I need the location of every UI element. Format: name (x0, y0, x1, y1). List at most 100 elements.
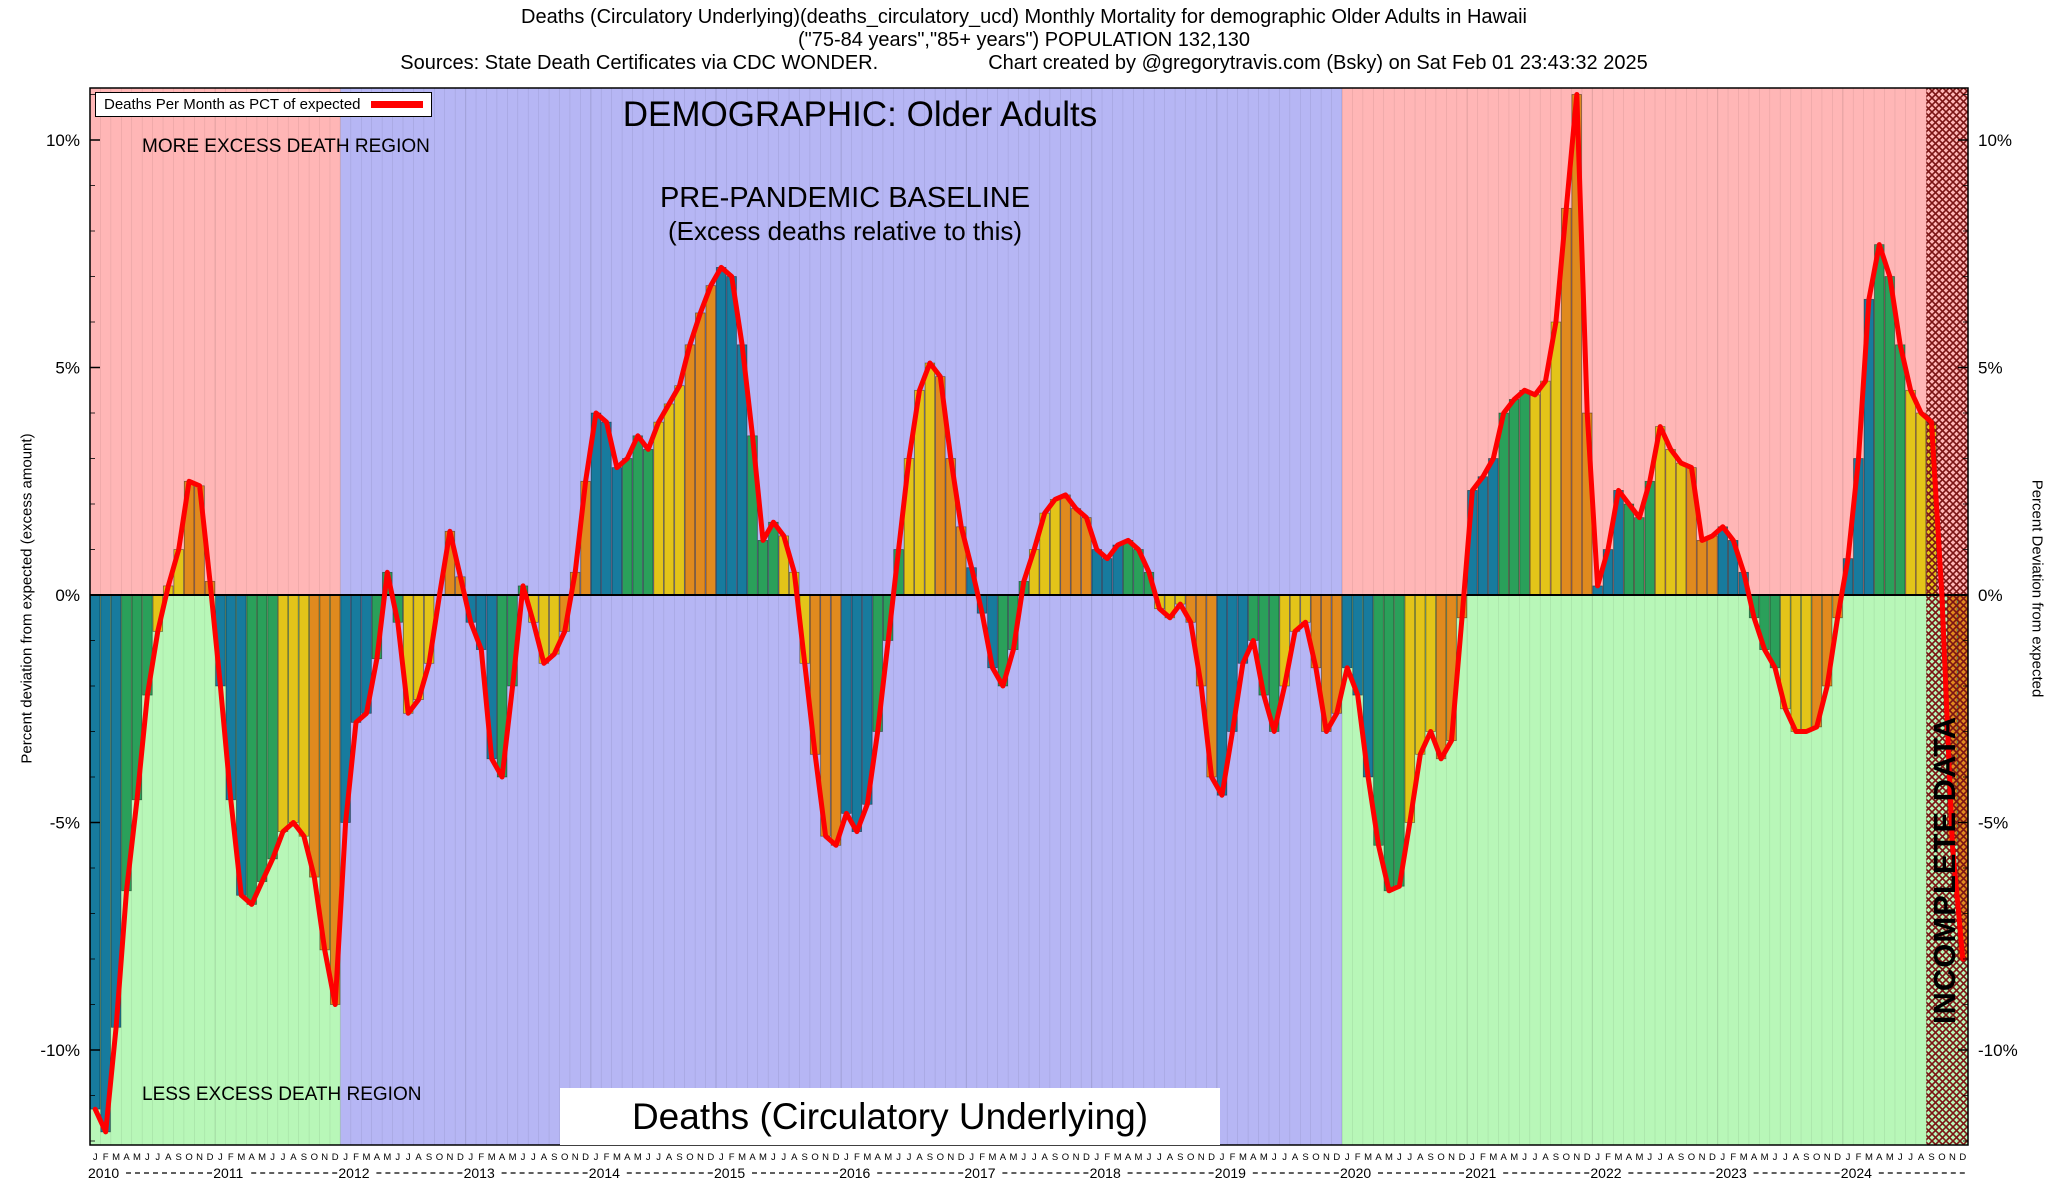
month-letter: J (896, 1152, 901, 1163)
month-letter: M (133, 1152, 141, 1163)
month-letter: A (1417, 1152, 1424, 1163)
month-letter: A (1668, 1152, 1675, 1163)
month-letter: A (1876, 1152, 1883, 1163)
month-letter: M (1886, 1152, 1894, 1163)
month-letter: J (646, 1152, 651, 1163)
month-letter: S (301, 1152, 307, 1163)
month-letter: M (258, 1152, 266, 1163)
month-bar (1540, 380, 1551, 596)
month-letter: O (1688, 1152, 1695, 1163)
month-bar (1394, 594, 1405, 887)
month-letter: N (822, 1152, 829, 1163)
month-letter: M (1135, 1152, 1143, 1163)
month-letter: J (1522, 1152, 1527, 1163)
legend-label: Deaths Per Month as PCT of expected (104, 96, 361, 113)
month-letter: J (1908, 1152, 1913, 1163)
month-letter: D (207, 1152, 214, 1163)
month-bar (1383, 594, 1395, 892)
month-letter: O (1312, 1152, 1319, 1163)
month-bar (1905, 389, 1916, 596)
month-letter: M (1615, 1152, 1623, 1163)
month-letter: J (1147, 1152, 1152, 1163)
month-letter: M (363, 1152, 371, 1163)
year-label: 2012 (338, 1165, 369, 1181)
month-letter: M (1364, 1152, 1372, 1163)
month-bar (319, 594, 330, 951)
month-letter: D (1709, 1152, 1716, 1163)
month-letter: N (1699, 1152, 1706, 1163)
month-letter: F (228, 1152, 234, 1163)
month-letter: J (907, 1152, 912, 1163)
month-letter: M (1635, 1152, 1643, 1163)
month-letter: F (1355, 1152, 1361, 1163)
y-axis: 10% 10% 5% 5% 0% 0% -5% -5% -10% -10% (40, 94, 2018, 1142)
y-tick-label-left: 10% (46, 131, 80, 150)
month-letter: J (844, 1152, 849, 1163)
month-letter: M (863, 1152, 871, 1163)
month-bar (1342, 594, 1353, 669)
month-letter: M (1385, 1152, 1393, 1163)
deaths-line (92, 92, 1966, 1135)
month-letter: A (123, 1152, 130, 1163)
month-bar (288, 594, 299, 823)
year-label: 2017 (964, 1165, 995, 1181)
y-tick-label-left: 5% (55, 359, 80, 378)
y-tick-label-right: 10% (1978, 131, 2012, 150)
month-letter: A (1292, 1152, 1299, 1163)
month-letter: F (1730, 1152, 1736, 1163)
month-letter: D (1959, 1152, 1966, 1163)
month-bar (663, 403, 675, 596)
month-bar (1477, 476, 1488, 596)
month-letter: S (927, 1152, 933, 1163)
month-bar (653, 421, 664, 596)
month-bar (256, 594, 268, 882)
month-letter: J (719, 1152, 724, 1163)
month-letter: S (551, 1152, 557, 1163)
month-letter: S (1803, 1152, 1809, 1163)
title-credit: Chart created by @gregorytravis.com (Bsk… (988, 52, 1648, 74)
chart-bottom-title: Deaths (Circulatory Underlying) (560, 1088, 1220, 1145)
month-letter: F (604, 1152, 610, 1163)
month-bar (1529, 394, 1541, 596)
y-tick-label-left: -5% (50, 814, 80, 833)
month-bar (1707, 535, 1718, 596)
month-letter: M (509, 1152, 517, 1163)
month-letter: N (1448, 1152, 1455, 1163)
month-bar (1070, 508, 1082, 596)
month-letter: A (1042, 1152, 1049, 1163)
month-letter: N (1323, 1152, 1330, 1163)
month-letter: F (854, 1152, 860, 1163)
month-bar (1634, 517, 1645, 596)
title-line-1: Deaths (Circulatory Underlying)(deaths_c… (521, 6, 1527, 28)
background-regions (90, 88, 1968, 1145)
month-letter: M (1009, 1152, 1017, 1163)
month-letter: A (1501, 1152, 1508, 1163)
month-letter: N (697, 1152, 704, 1163)
year-label: 2018 (1090, 1165, 1121, 1181)
month-letter: J (281, 1152, 286, 1163)
month-letter: S (1428, 1152, 1434, 1163)
month-letter: S (1678, 1152, 1684, 1163)
legend: Deaths Per Month as PCT of expected (95, 92, 432, 117)
month-bar (1696, 540, 1708, 596)
month-letter: D (1333, 1152, 1340, 1163)
month-bar (100, 594, 111, 1133)
month-letter: O (686, 1152, 693, 1163)
month-letter: J (218, 1152, 223, 1163)
month-letter: J (594, 1152, 599, 1163)
month-bar (684, 344, 696, 596)
month-letter: M (634, 1152, 642, 1163)
month-letter: M (1865, 1152, 1873, 1163)
month-bar (716, 267, 727, 596)
month-letter: A (624, 1152, 631, 1163)
month-bar (350, 594, 362, 723)
month-letter: A (1626, 1152, 1633, 1163)
month-bar (924, 362, 936, 596)
month-letter: D (582, 1152, 589, 1163)
month-letter: F (103, 1152, 109, 1163)
month-bar (1790, 594, 1801, 732)
title-line-2: ("75-84 years","85+ years") POPULATION 1… (797, 29, 1251, 51)
month-letter: N (1073, 1152, 1080, 1163)
